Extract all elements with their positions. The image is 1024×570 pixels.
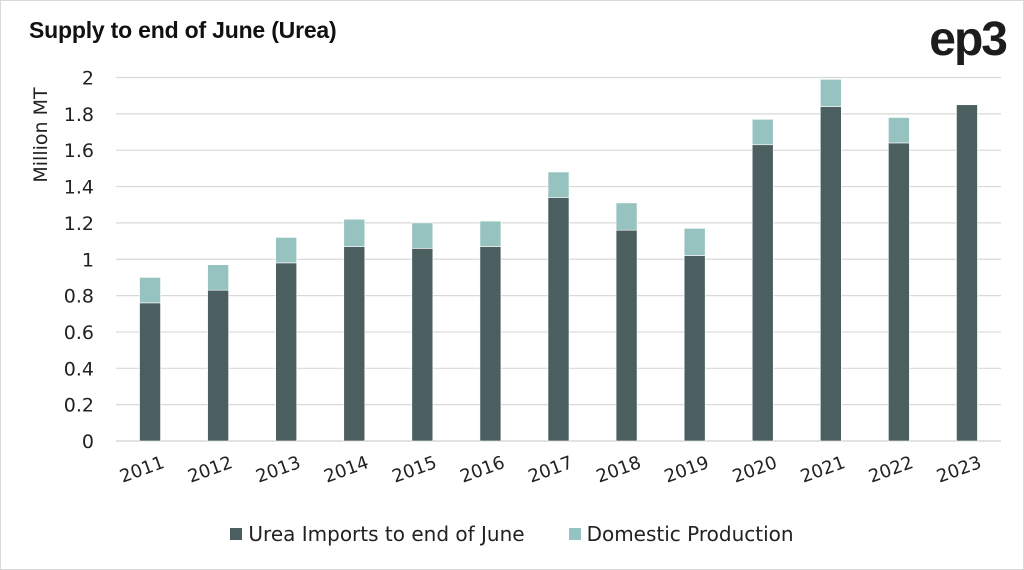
- bar-imports-2022: [888, 142, 910, 442]
- bar-imports-2017: [547, 197, 570, 442]
- y-tick-label: 0.2: [64, 395, 94, 417]
- y-tick-label: 0.4: [64, 358, 94, 380]
- y-tick-label: 1.2: [64, 213, 94, 235]
- y-tick-label: 1.6: [64, 140, 94, 162]
- ep3-logo: ep3: [929, 13, 1008, 66]
- bar-domestic-2022: [888, 117, 910, 144]
- y-axis-ticks: 0 0.2 0.4 0.6 0.8 1 1.2 1.4 1.6 1.8 2: [64, 68, 94, 454]
- x-tick-label: 2020: [730, 452, 780, 487]
- y-tick-label: 1: [82, 249, 94, 271]
- bars: [139, 79, 978, 442]
- chart-title: Supply to end of June (Urea): [29, 17, 337, 43]
- bar-imports-2018: [615, 229, 638, 442]
- legend-swatch-domestic: [568, 528, 581, 540]
- legend: Urea Imports to end of June Domestic Pro…: [0, 522, 1024, 546]
- y-axis-label: Million MT: [30, 87, 52, 183]
- bar-domestic-2012: [207, 264, 229, 291]
- y-tick-label: 0: [82, 431, 94, 453]
- bar-domestic-2017: [547, 171, 570, 198]
- bar-domestic-2014: [343, 218, 366, 247]
- x-tick-label: 2013: [253, 452, 303, 487]
- bar-imports-2014: [343, 246, 366, 442]
- legend-item-domestic: Domestic Production: [568, 522, 794, 546]
- bar-imports-2015: [411, 248, 434, 442]
- y-tick-label: 0.8: [64, 286, 94, 308]
- x-tick-label: 2021: [798, 452, 848, 487]
- bar-domestic-2015: [411, 222, 434, 249]
- bar-imports-2013: [275, 262, 297, 442]
- y-tick-label: 0.6: [64, 322, 94, 344]
- bar-imports-2021: [820, 106, 842, 442]
- x-axis-ticks: 2011 2012 2013 2014 2015 2016 2017 2018 2019 2020…: [117, 452, 984, 487]
- y-tick-label: 1.4: [64, 177, 94, 199]
- legend-swatch-imports: [230, 528, 243, 540]
- y-tick-label: 2: [82, 68, 94, 90]
- bar-imports-2020: [751, 144, 774, 442]
- bar-domestic-2020: [751, 119, 774, 146]
- x-tick-label: 2015: [389, 452, 439, 487]
- x-tick-label: 2018: [594, 452, 644, 487]
- bar-domestic-2016: [479, 220, 502, 247]
- bar-imports-2019: [683, 255, 706, 442]
- x-tick-label: 2019: [662, 452, 712, 487]
- bar-domestic-2018: [615, 202, 638, 231]
- legend-label-domestic: Domestic Production: [586, 522, 794, 546]
- x-tick-label: 2012: [185, 452, 235, 487]
- bar-domestic-2021: [820, 79, 842, 107]
- bar-imports-2016: [479, 246, 502, 442]
- x-tick-label: 2011: [117, 452, 167, 487]
- x-tick-label: 2017: [526, 452, 576, 487]
- y-tick-label: 1.8: [64, 104, 94, 126]
- x-tick-label: 2023: [934, 452, 984, 487]
- x-tick-label: 2014: [321, 452, 371, 487]
- legend-item-imports: Urea Imports to end of June: [230, 522, 525, 546]
- bar-imports-2023: [956, 104, 978, 442]
- bar-domestic-2019: [683, 228, 706, 256]
- x-tick-label: 2022: [866, 452, 916, 487]
- bar-imports-2011: [139, 302, 161, 442]
- x-tick-label: 2016: [457, 452, 507, 487]
- bar-domestic-2013: [275, 237, 297, 264]
- bar-imports-2012: [207, 289, 229, 442]
- bar-domestic-2011: [139, 277, 161, 304]
- legend-label-imports: Urea Imports to end of June: [248, 522, 525, 546]
